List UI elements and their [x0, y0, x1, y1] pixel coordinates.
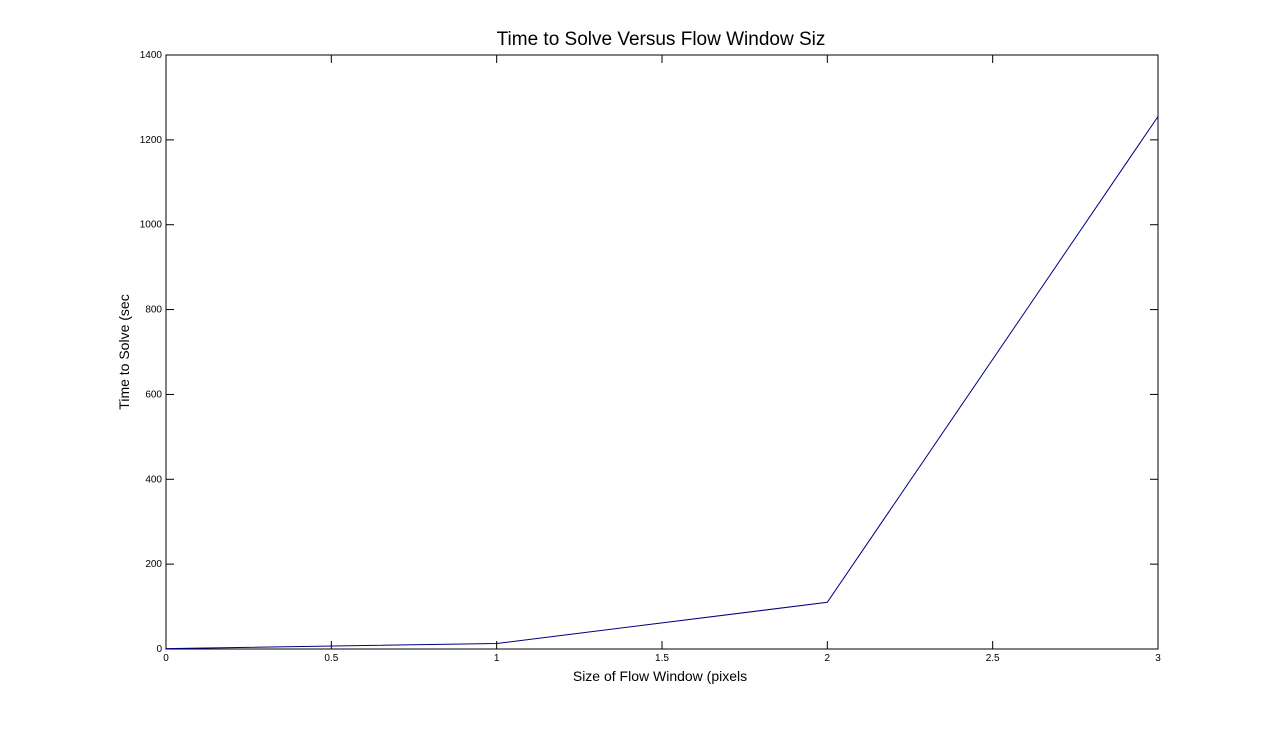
x-tick-label: 3: [1155, 653, 1161, 664]
y-tick-label: 400: [145, 474, 162, 485]
x-tick-label: 0.5: [324, 653, 338, 664]
x-axis-label: Size of Flow Window (pixels: [573, 668, 747, 684]
y-tick-label: 800: [145, 305, 162, 316]
x-tick-label: 0: [163, 653, 169, 664]
y-axis: 0 200 400 600 800 1000 1200 1400: [140, 50, 1158, 655]
y-tick-label: 0: [156, 644, 162, 655]
y-axis-label: Time to Solve (sec: [116, 294, 132, 409]
plot-area: [165, 54, 1159, 650]
y-tick-label: 1400: [140, 50, 163, 61]
x-tick-label: 2: [825, 653, 831, 664]
x-tick-label: 2.5: [986, 653, 1000, 664]
y-tick-label: 600: [145, 389, 162, 400]
y-tick-label: 1200: [140, 135, 163, 146]
x-tick-label: 1: [494, 653, 500, 664]
y-tick-label: 200: [145, 559, 162, 570]
y-tick-label: 1000: [140, 220, 163, 231]
x-tick-label: 1.5: [655, 653, 669, 664]
chart-title: Time to Solve Versus Flow Window Siz: [497, 29, 826, 50]
series-layer: [165, 116, 1159, 650]
x-axis: 0 0.5 1 1.5 2 2.5 3: [163, 55, 1161, 664]
series-line-0: [165, 116, 1159, 650]
